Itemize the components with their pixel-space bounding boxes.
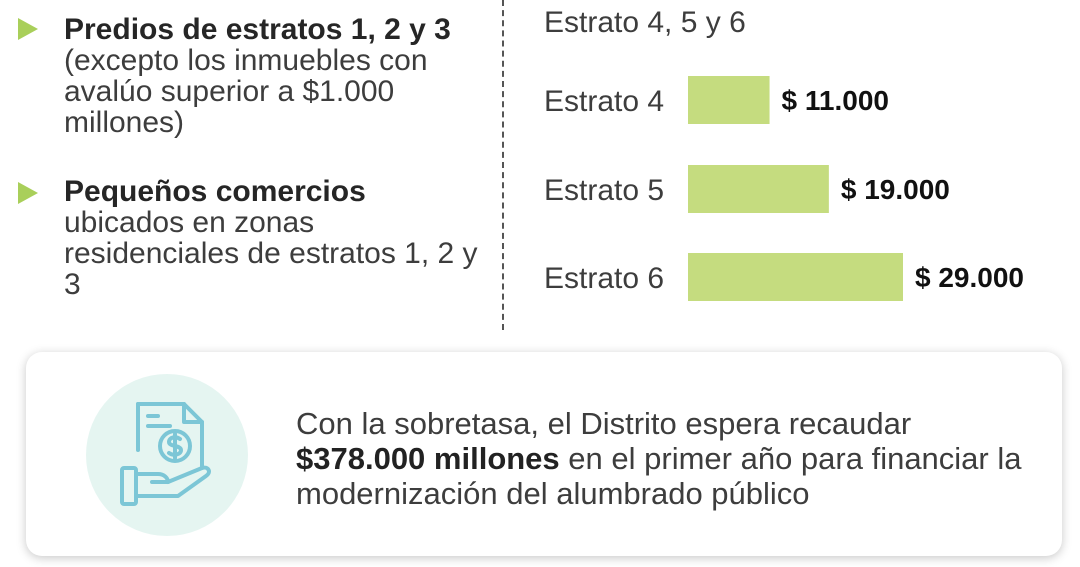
value-label: $ 19.000 <box>841 174 950 205</box>
bar <box>688 165 829 213</box>
money-document-hand-icon <box>120 402 211 506</box>
list-item: Predios de estratos 1, 2 y 3 (excepto lo… <box>64 14 484 138</box>
info-panel: Con la sobretasa, el Distrito espera rec… <box>26 352 1062 556</box>
category-label: Estrato 6 <box>544 262 664 295</box>
panel-text-amount: $378.000 millones <box>296 441 560 476</box>
list-item-head: Pequeños comercios <box>64 175 366 208</box>
chart-title: Estrato 4, 5 y 6 <box>544 6 746 39</box>
dashed-divider <box>502 0 504 330</box>
value-label: $ 11.000 <box>782 85 889 116</box>
panel-text-end: en el primer año para financiar la moder… <box>296 441 1022 511</box>
icon-circle <box>86 374 248 536</box>
bullet-arrow-icon <box>18 18 38 40</box>
bar <box>688 76 770 124</box>
category-label: Estrato 5 <box>544 174 664 207</box>
list-item-head: Predios de estratos 1, 2 y 3 <box>64 13 451 46</box>
category-label: Estrato 4 <box>544 85 664 118</box>
value-label: $ 29.000 <box>915 262 1024 293</box>
list-item: Pequeños comercios ubicados en zonas res… <box>64 176 484 300</box>
bar-chart: Estrato 4, 5 y 6 Estrato 4 $ 11.000 Estrat… <box>544 6 1024 301</box>
bullet-arrow-icon <box>18 182 38 204</box>
panel-text-start: Con la sobretasa, el Distrito espera rec… <box>296 406 912 441</box>
panel-text: Con la sobretasa, el Distrito espera rec… <box>296 406 1046 511</box>
bar <box>688 253 903 301</box>
list-item-text: ubicados en zonas residenciales de estra… <box>64 206 478 301</box>
list-item-text: (excepto los inmuebles con avalúo superi… <box>64 44 428 139</box>
